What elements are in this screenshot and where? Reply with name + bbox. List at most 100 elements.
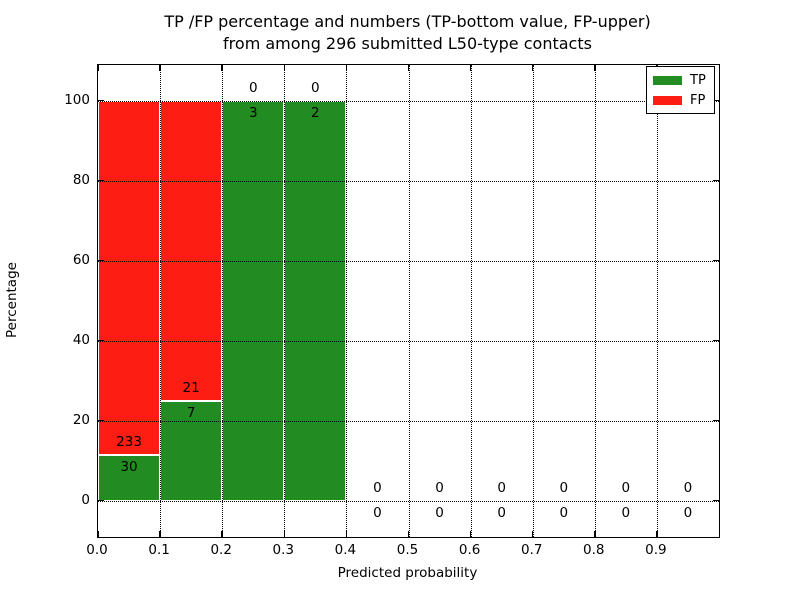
vertical-gridline [284, 65, 286, 537]
y-tick-label: 60 [72, 251, 90, 268]
y-tick-mark-right [713, 259, 719, 262]
x-tick-mark-top [469, 65, 472, 71]
tp-bar-segment [222, 100, 285, 501]
y-tick-mark-right [713, 499, 719, 502]
y-tick-mark [98, 99, 104, 102]
tp-count-label: 2 [311, 104, 320, 121]
horizontal-gridline [98, 340, 719, 342]
y-tick-mark [98, 179, 104, 182]
fp-bar-segment [160, 100, 223, 401]
horizontal-gridline [98, 500, 719, 502]
x-tick-label: 0.3 [272, 542, 295, 558]
x-tick-label: 0.1 [148, 542, 170, 558]
fp-count-label: 233 [116, 433, 142, 450]
fp-color-swatch [653, 95, 682, 105]
fp-count-label: 0 [497, 479, 506, 496]
y-axis-label: Percentage [4, 262, 20, 338]
legend-item-tp: TP [653, 73, 714, 88]
fp-count-label: 0 [311, 79, 320, 96]
x-tick-label: 0.8 [583, 542, 605, 558]
x-tick-mark [97, 531, 99, 537]
tp-color-swatch [653, 75, 682, 85]
fp-count-label: 0 [248, 79, 258, 96]
fp-count-label: 0 [373, 479, 382, 496]
legend: TP FP [646, 66, 715, 114]
fp-bar-segment [98, 100, 161, 455]
x-tick-mark-top [221, 65, 223, 71]
x-tick-mark [407, 531, 410, 537]
x-axis-label: Predicted probability [337, 565, 478, 581]
horizontal-gridline [98, 260, 719, 262]
y-tick-label: 100 [64, 91, 90, 108]
x-tick-mark [594, 531, 596, 537]
tp-count-label: 0 [435, 504, 444, 521]
vertical-gridline [160, 65, 162, 537]
horizontal-gridline [98, 100, 719, 102]
x-tick-label: 0.9 [645, 542, 667, 558]
tp-bar-segment [284, 100, 347, 501]
y-tick-label: 40 [72, 331, 90, 348]
x-tick-mark-top [283, 65, 286, 71]
legend-item-fp: FP [653, 93, 714, 108]
x-tick-mark [221, 531, 223, 537]
x-tick-mark [531, 531, 534, 537]
tp-bar-segment [160, 400, 223, 501]
x-tick-label: 0.6 [458, 542, 481, 558]
x-tick-label: 0.2 [210, 542, 232, 558]
vertical-gridline [346, 65, 348, 537]
y-tick-mark [98, 419, 104, 422]
fp-count-label: 0 [621, 479, 631, 496]
vertical-gridline [408, 65, 410, 537]
chart-title-line2: from among 296 submitted L50-type contac… [223, 33, 592, 53]
tp-count-label: 0 [559, 504, 569, 521]
x-tick-mark [283, 531, 286, 537]
x-tick-mark [656, 531, 658, 537]
y-tick-mark [98, 499, 104, 502]
x-tick-mark [159, 531, 161, 537]
fp-count-label: 0 [435, 479, 444, 496]
x-tick-mark-top [594, 65, 596, 71]
tp-count-label: 30 [120, 458, 138, 475]
vertical-gridline [222, 65, 224, 537]
y-tick-label: 80 [72, 171, 90, 188]
y-tick-mark-right [713, 179, 719, 182]
y-tick-label: 20 [72, 411, 90, 428]
y-tick-mark [98, 259, 104, 262]
x-tick-label: 0.0 [86, 542, 108, 558]
chart-title-line1: TP /FP percentage and numbers (TP-bottom… [164, 12, 651, 31]
x-tick-label: 0.7 [520, 542, 543, 558]
horizontal-gridline [98, 180, 719, 182]
y-tick-mark-right [713, 339, 719, 342]
legend-label-tp: TP [690, 72, 706, 88]
vertical-gridline [656, 65, 658, 537]
x-tick-mark [345, 531, 348, 537]
x-tick-mark [469, 531, 472, 537]
legend-label-fp: FP [690, 92, 706, 108]
y-tick-mark-right [713, 99, 719, 102]
tp-count-label: 0 [497, 504, 506, 521]
vertical-gridline [532, 65, 534, 537]
tp-count-label: 0 [683, 504, 693, 521]
y-tick-label: 0 [81, 491, 90, 508]
fp-count-label: 0 [559, 479, 569, 496]
x-tick-mark-top [345, 65, 348, 71]
y-tick-mark-right [713, 419, 719, 422]
x-tick-mark-top [407, 65, 410, 71]
plot-area: 233 30 21 7 0 3 0 2 0 0 0 0 0 0 0 0 0 0 0 0 [97, 64, 720, 538]
chart-title: TP /FP percentage and numbers (TP-bottom… [97, 11, 718, 54]
fp-count-label: 0 [683, 479, 693, 496]
x-tick-mark-top [159, 65, 161, 71]
vertical-gridline [470, 65, 472, 537]
x-tick-mark-top [531, 65, 534, 71]
tp-count-label: 3 [248, 104, 258, 121]
vertical-gridline [594, 65, 596, 537]
tp-count-label: 0 [621, 504, 631, 521]
tp-bar-segment [98, 454, 161, 501]
horizontal-gridline [98, 420, 719, 422]
tp-count-label: 7 [186, 404, 196, 421]
x-tick-label: 0.4 [334, 542, 357, 558]
x-tick-label: 0.5 [396, 542, 419, 558]
tp-count-label: 0 [373, 504, 382, 521]
x-tick-mark-top [97, 65, 99, 71]
